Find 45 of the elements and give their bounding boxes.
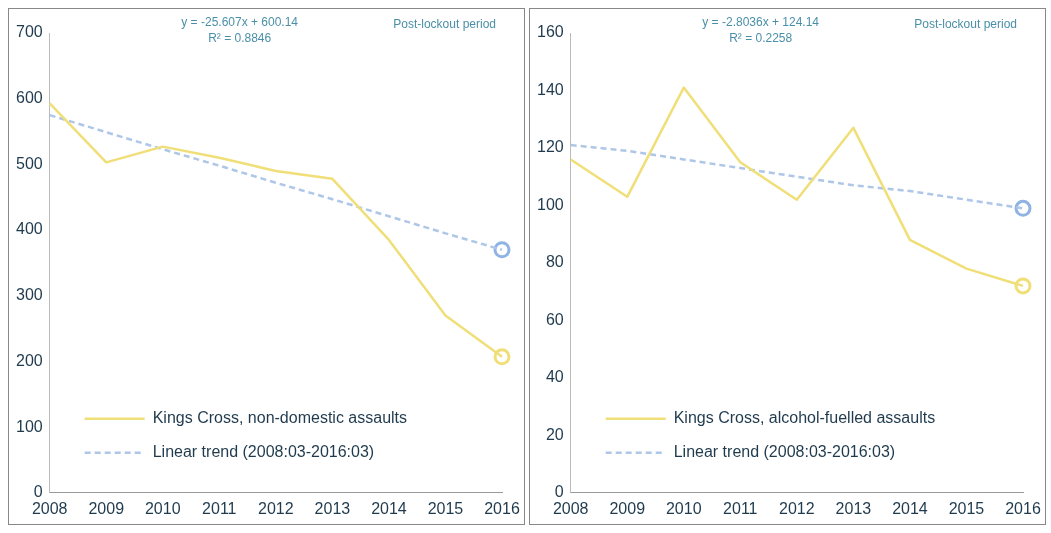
x-tick-label: 2009 (88, 499, 125, 517)
legend-label: Linear trend (2008:03-2016:03) (673, 443, 896, 461)
x-tick-label: 2011 (723, 499, 758, 517)
y-tick-label: 300 (15, 286, 43, 304)
y-tick-label: 0 (554, 483, 564, 501)
y-tick-label: 140 (536, 80, 564, 98)
y-tick-label: 500 (15, 154, 43, 172)
annotation: R² = 0.2258 (729, 31, 793, 46)
x-tick-label: 2015 (948, 499, 985, 517)
legend-label: Linear trend (2008:03-2016:03) (152, 443, 375, 461)
text: Post-lockout period (914, 17, 1017, 32)
text: Post-lockout period (393, 17, 496, 32)
legend-label: Kings Cross, alcohol-fuelled assaults (673, 409, 936, 427)
y-tick-label: 200 (15, 351, 43, 369)
x-tick-label: 2015 (427, 499, 464, 517)
annotation: R² = 0.8846 (208, 31, 272, 46)
y-tick-label: 600 (15, 89, 43, 107)
x-tick-label: 2011 (202, 499, 237, 517)
legend-label: Kings Cross, non-domestic assaults (152, 409, 408, 427)
x-tick-label: 2009 (609, 499, 646, 517)
y-tick-label: 100 (536, 195, 564, 213)
x-tick-label: 2008 (31, 499, 68, 517)
y-tick-label: 120 (536, 138, 564, 156)
x-tick-label: 2016 (484, 499, 520, 517)
text: y = -2.8036x + 124.14 (702, 15, 820, 30)
y-tick-label: 400 (15, 220, 43, 238)
y-tick-label: 160 (536, 23, 564, 41)
x-tick-label: 2013 (835, 499, 872, 517)
y-tick-label: 100 (15, 417, 43, 435)
y-tick-label: 80 (545, 253, 564, 271)
x-tick-label: 2013 (314, 499, 351, 517)
x-tick-label: 2012 (258, 499, 294, 517)
x-tick-label: 2008 (552, 499, 589, 517)
x-tick-label: 2014 (892, 499, 928, 517)
y-tick-label: 20 (545, 425, 564, 443)
x-tick-label: 2014 (371, 499, 407, 517)
x-tick-label: 2016 (1005, 499, 1041, 517)
x-tick-label: 2012 (779, 499, 815, 517)
y-tick-label: 700 (15, 23, 43, 41)
x-tick-label: 2010 (665, 499, 702, 517)
y-tick-label: 40 (545, 368, 564, 386)
y-tick-label: 0 (33, 483, 43, 501)
y-tick-label: 60 (545, 310, 564, 328)
text: y = -25.607x + 600.14 (181, 15, 299, 30)
x-tick-label: 2010 (144, 499, 181, 517)
